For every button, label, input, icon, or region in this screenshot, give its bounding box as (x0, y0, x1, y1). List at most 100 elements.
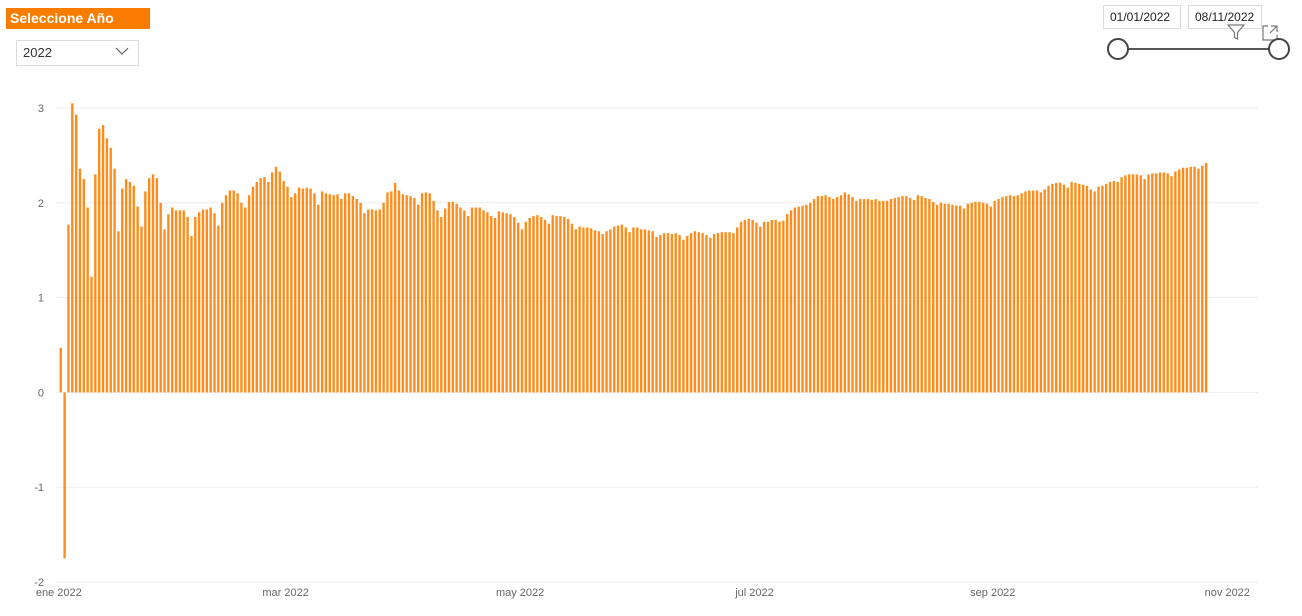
bar[interactable] (1001, 197, 1004, 393)
bar[interactable] (1062, 184, 1066, 393)
bar[interactable] (1143, 179, 1146, 393)
bar[interactable] (201, 209, 205, 393)
bar[interactable] (278, 171, 282, 393)
bar[interactable] (290, 197, 293, 393)
bar[interactable] (244, 207, 247, 393)
bar[interactable] (320, 191, 324, 393)
bar[interactable] (317, 204, 320, 393)
bar[interactable] (578, 226, 581, 393)
bar[interactable] (1128, 174, 1131, 393)
bar[interactable] (1070, 181, 1073, 393)
bar[interactable] (778, 221, 781, 393)
bar[interactable] (117, 231, 120, 393)
bar[interactable] (1016, 195, 1019, 393)
bar[interactable] (736, 227, 739, 393)
bar[interactable] (755, 222, 758, 393)
bar[interactable] (728, 232, 731, 393)
bar[interactable] (1201, 165, 1204, 393)
bar[interactable] (328, 194, 331, 393)
bar[interactable] (951, 204, 954, 393)
bar[interactable] (559, 216, 562, 393)
bar[interactable] (885, 200, 889, 393)
bar[interactable] (947, 203, 950, 393)
bar[interactable] (197, 212, 201, 393)
bar[interactable] (159, 202, 162, 393)
bar[interactable] (1039, 192, 1043, 393)
bar[interactable] (370, 209, 374, 393)
bar[interactable] (1154, 173, 1158, 393)
bar[interactable] (282, 181, 285, 393)
bar[interactable] (586, 227, 589, 393)
bar[interactable] (401, 194, 405, 393)
bar[interactable] (712, 234, 716, 393)
bar[interactable] (413, 198, 416, 393)
bar[interactable] (643, 229, 647, 393)
bar[interactable] (205, 209, 208, 393)
bar[interactable] (555, 216, 558, 393)
bar[interactable] (716, 233, 720, 393)
bar[interactable] (236, 193, 239, 393)
bar[interactable] (221, 202, 224, 393)
bar[interactable] (609, 229, 612, 393)
bar[interactable] (259, 178, 262, 393)
bar[interactable] (274, 166, 278, 393)
bar[interactable] (98, 128, 101, 393)
bar[interactable] (1097, 186, 1100, 393)
bar[interactable] (186, 217, 189, 393)
bar[interactable] (1089, 189, 1092, 393)
bar[interactable] (209, 207, 212, 393)
bar[interactable] (405, 195, 408, 393)
bar[interactable] (597, 231, 601, 393)
bar[interactable] (432, 200, 435, 393)
bar[interactable] (397, 190, 401, 393)
bar[interactable] (801, 205, 804, 393)
bar[interactable] (347, 193, 351, 393)
bar[interactable] (835, 197, 839, 393)
bar[interactable] (939, 202, 943, 393)
bar[interactable] (720, 232, 724, 393)
year-dropdown[interactable]: 2022 (16, 40, 139, 66)
bar[interactable] (655, 236, 658, 393)
bar[interactable] (101, 125, 105, 393)
bar[interactable] (1139, 175, 1142, 393)
bar[interactable] (912, 199, 916, 393)
bar[interactable] (816, 196, 820, 393)
bar[interactable] (1051, 183, 1054, 393)
bar[interactable] (1093, 191, 1096, 393)
bar[interactable] (270, 172, 274, 393)
bar[interactable] (63, 392, 66, 559)
bar[interactable] (1181, 167, 1185, 393)
bar[interactable] (178, 210, 182, 393)
bar[interactable] (447, 201, 451, 393)
bar[interactable] (228, 190, 232, 393)
bar[interactable] (870, 199, 873, 393)
bar[interactable] (355, 199, 358, 393)
bar[interactable] (340, 199, 343, 393)
bar[interactable] (113, 168, 116, 393)
bar[interactable] (363, 213, 366, 393)
bar[interactable] (1066, 187, 1069, 393)
bar[interactable] (882, 200, 885, 393)
bar[interactable] (543, 219, 547, 393)
bar[interactable] (982, 202, 985, 393)
bar[interactable] (1170, 176, 1173, 393)
bar[interactable] (359, 202, 362, 393)
bar[interactable] (682, 239, 685, 393)
bar[interactable] (1204, 162, 1208, 393)
bar[interactable] (151, 174, 155, 393)
bar[interactable] (182, 210, 185, 393)
bar[interactable] (374, 210, 378, 393)
bar[interactable] (59, 347, 62, 393)
bar[interactable] (605, 231, 608, 393)
bar[interactable] (294, 193, 297, 393)
bar[interactable] (989, 206, 993, 393)
bar[interactable] (217, 225, 220, 393)
bar[interactable] (1081, 184, 1085, 393)
bar[interactable] (524, 221, 528, 393)
bar[interactable] (224, 195, 228, 393)
bar[interactable] (613, 226, 616, 393)
bar[interactable] (90, 276, 93, 393)
bar[interactable] (866, 199, 870, 393)
bar[interactable] (255, 181, 258, 393)
bar[interactable] (1104, 183, 1108, 393)
